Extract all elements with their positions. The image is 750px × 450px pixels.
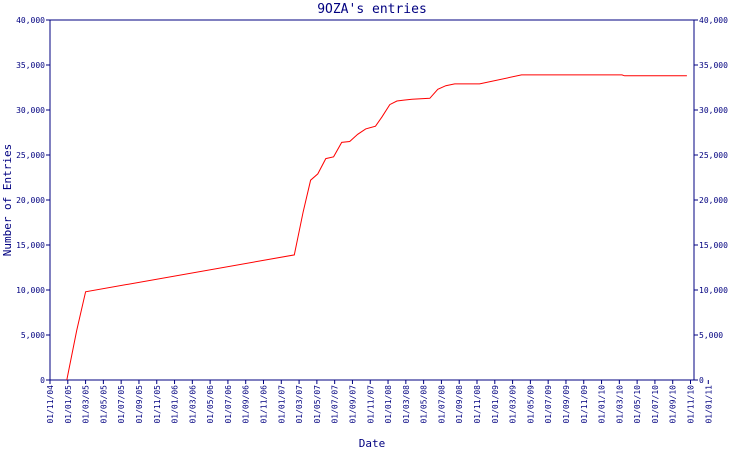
- x-tick-label: 01/01/10: [598, 385, 607, 424]
- y-tick-label: 5,000: [21, 331, 45, 340]
- x-tick-label: 01/03/08: [402, 385, 411, 424]
- x-tick-label: 01/11/09: [580, 385, 589, 424]
- x-tick-label: 01/03/05: [82, 385, 91, 424]
- y2-tick-label: 20,000: [699, 196, 728, 205]
- x-tick-label: 01/09/07: [348, 385, 357, 424]
- chart-title: 9OZA's entries: [317, 2, 427, 17]
- x-tick-label: 01/05/08: [420, 385, 429, 424]
- x-tick-label: 01/01/05: [64, 385, 73, 424]
- x-tick-label: 01/05/09: [526, 385, 535, 424]
- y-tick-label: 30,000: [16, 106, 45, 115]
- x-tick-label: 01/03/10: [615, 385, 624, 424]
- x-tick-label: 01/01/11: [704, 385, 713, 424]
- x-tick-label: 01/09/06: [242, 385, 251, 424]
- x-tick-label: 01/05/06: [206, 385, 215, 424]
- x-tick-label: 01/03/06: [188, 385, 197, 424]
- y2-tick-label: 25,000: [699, 151, 728, 160]
- y2-tick-label: 30,000: [699, 106, 728, 115]
- x-tick-label: 01/11/07: [366, 385, 375, 424]
- y2-tick-label: 35,000: [699, 61, 728, 70]
- x-tick-label: 01/11/04: [46, 385, 55, 424]
- y-tick-label: 15,000: [16, 241, 45, 250]
- y2-tick-label: 40,000: [699, 16, 728, 25]
- x-tick-label: 01/09/05: [135, 385, 144, 424]
- y-tick-label: 35,000: [16, 61, 45, 70]
- x-tick-label: 01/11/06: [260, 385, 269, 424]
- x-tick-label: 01/05/07: [313, 385, 322, 424]
- x-tick-label: 01/03/07: [295, 385, 304, 424]
- x-tick-label: 01/07/10: [651, 385, 660, 424]
- x-tick-label: 01/01/06: [171, 385, 180, 424]
- x-tick-label: 01/01/08: [384, 385, 393, 424]
- data-line: [66, 74, 687, 381]
- x-tick-label: 01/03/09: [509, 385, 518, 424]
- x-tick-label: 01/07/08: [437, 385, 446, 424]
- y2-tick-label: 15,000: [699, 241, 728, 250]
- x-tick-label: 01/11/08: [473, 385, 482, 424]
- x-axis-label: Date: [359, 437, 386, 450]
- x-tick-label: 01/11/05: [153, 385, 162, 424]
- x-tick-label: 01/01/09: [491, 385, 500, 424]
- x-tick-label: 01/07/06: [224, 385, 233, 424]
- y-tick-label: 25,000: [16, 151, 45, 160]
- y-tick-label: 10,000: [16, 286, 45, 295]
- y2-tick-label: 0: [699, 376, 704, 385]
- plot-frame: [49, 19, 695, 381]
- x-tick-label: 01/07/05: [117, 385, 126, 424]
- x-tick-label: 01/01/07: [277, 385, 286, 424]
- x-tick-label: 01/09/09: [562, 385, 571, 424]
- y2-tick-label: 10,000: [699, 286, 728, 295]
- x-tick-label: 01/09/10: [669, 385, 678, 424]
- y2-tick-label: 5,000: [699, 331, 723, 340]
- x-tick-label: 01/09/08: [455, 385, 464, 424]
- y-tick-label: 20,000: [16, 196, 45, 205]
- x-tick-label: 01/11/10: [687, 385, 696, 424]
- x-tick-label: 01/07/07: [331, 385, 340, 424]
- x-tick-label: 01/07/09: [544, 385, 553, 424]
- x-tick-label: 01/05/05: [99, 385, 108, 424]
- y-axis-label: Number of Entries: [1, 144, 14, 257]
- y-tick-label: 0: [40, 376, 45, 385]
- y-tick-label: 40,000: [16, 16, 45, 25]
- x-tick-label: 01/05/10: [633, 385, 642, 424]
